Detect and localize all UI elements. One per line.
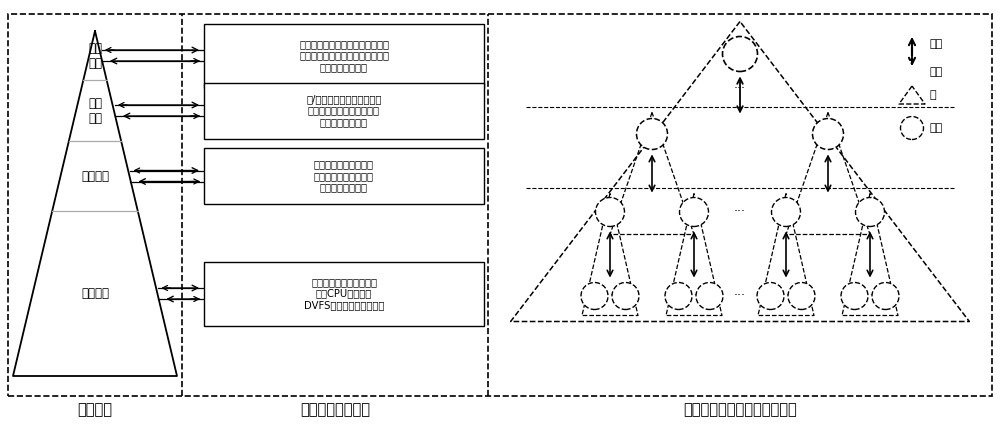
Text: 执行任务、状态监控与谐
整（CPU占用率、
DVFS）、故障检测与恢复: 执行任务、状态监控与谐 整（CPU占用率、 DVFS）、故障检测与恢复 <box>304 277 384 310</box>
Text: ·: · <box>693 292 695 301</box>
Polygon shape <box>204 148 484 204</box>
Text: 多应用程序映射与调度、芯片总体
性能监控、功耗与热量管理、动态
分组与冗余核管理: 多应用程序映射与调度、芯片总体 性能监控、功耗与热量管理、动态 分组与冗余核管理 <box>299 39 389 72</box>
Circle shape <box>722 36 758 72</box>
Circle shape <box>757 282 784 310</box>
Circle shape <box>612 282 639 310</box>
Text: ·: · <box>869 292 871 301</box>
Circle shape <box>813 118 844 150</box>
Circle shape <box>856 198 885 226</box>
Text: 三级主控: 三级主控 <box>81 170 109 182</box>
Text: ·: · <box>785 292 787 301</box>
Text: ···: ··· <box>734 290 746 302</box>
Text: 核心: 核心 <box>930 123 943 133</box>
Circle shape <box>680 198 708 226</box>
Text: 一级
主控: 一级 主控 <box>88 42 102 70</box>
Circle shape <box>772 198 801 226</box>
Text: ·: · <box>609 292 611 301</box>
Circle shape <box>788 282 815 310</box>
Polygon shape <box>204 83 484 139</box>
Text: 监控与重新分派任务、
功耗与热量管理、动态
分组与冗余核管理: 监控与重新分派任务、 功耗与热量管理、动态 分组与冗余核管理 <box>314 159 374 192</box>
Circle shape <box>841 282 868 310</box>
Circle shape <box>696 282 723 310</box>
Text: 管理结构: 管理结构 <box>78 402 112 418</box>
Polygon shape <box>204 262 484 326</box>
Text: 计算核心: 计算核心 <box>81 287 109 300</box>
Circle shape <box>872 282 899 310</box>
Text: 提升: 提升 <box>930 39 943 49</box>
Text: 核心在管理层次中的角色变化: 核心在管理层次中的角色变化 <box>683 402 797 418</box>
Text: 各层次核心的职责: 各层次核心的职责 <box>300 402 370 418</box>
Circle shape <box>665 282 692 310</box>
Circle shape <box>637 118 668 150</box>
Text: ···: ··· <box>734 206 746 218</box>
Circle shape <box>900 117 923 139</box>
Text: 组: 组 <box>930 90 937 100</box>
Text: 降级: 降级 <box>930 67 943 77</box>
Text: ···: ··· <box>734 83 746 95</box>
Circle shape <box>581 282 608 310</box>
Circle shape <box>596 198 624 226</box>
Polygon shape <box>204 23 484 87</box>
Text: 二级
主控: 二级 主控 <box>88 97 102 125</box>
Text: 单/多应用程序监控与重新分
派、功耗与热量管理、动态
分组与冗余核管理: 单/多应用程序监控与重新分 派、功耗与热量管理、动态 分组与冗余核管理 <box>306 94 382 127</box>
